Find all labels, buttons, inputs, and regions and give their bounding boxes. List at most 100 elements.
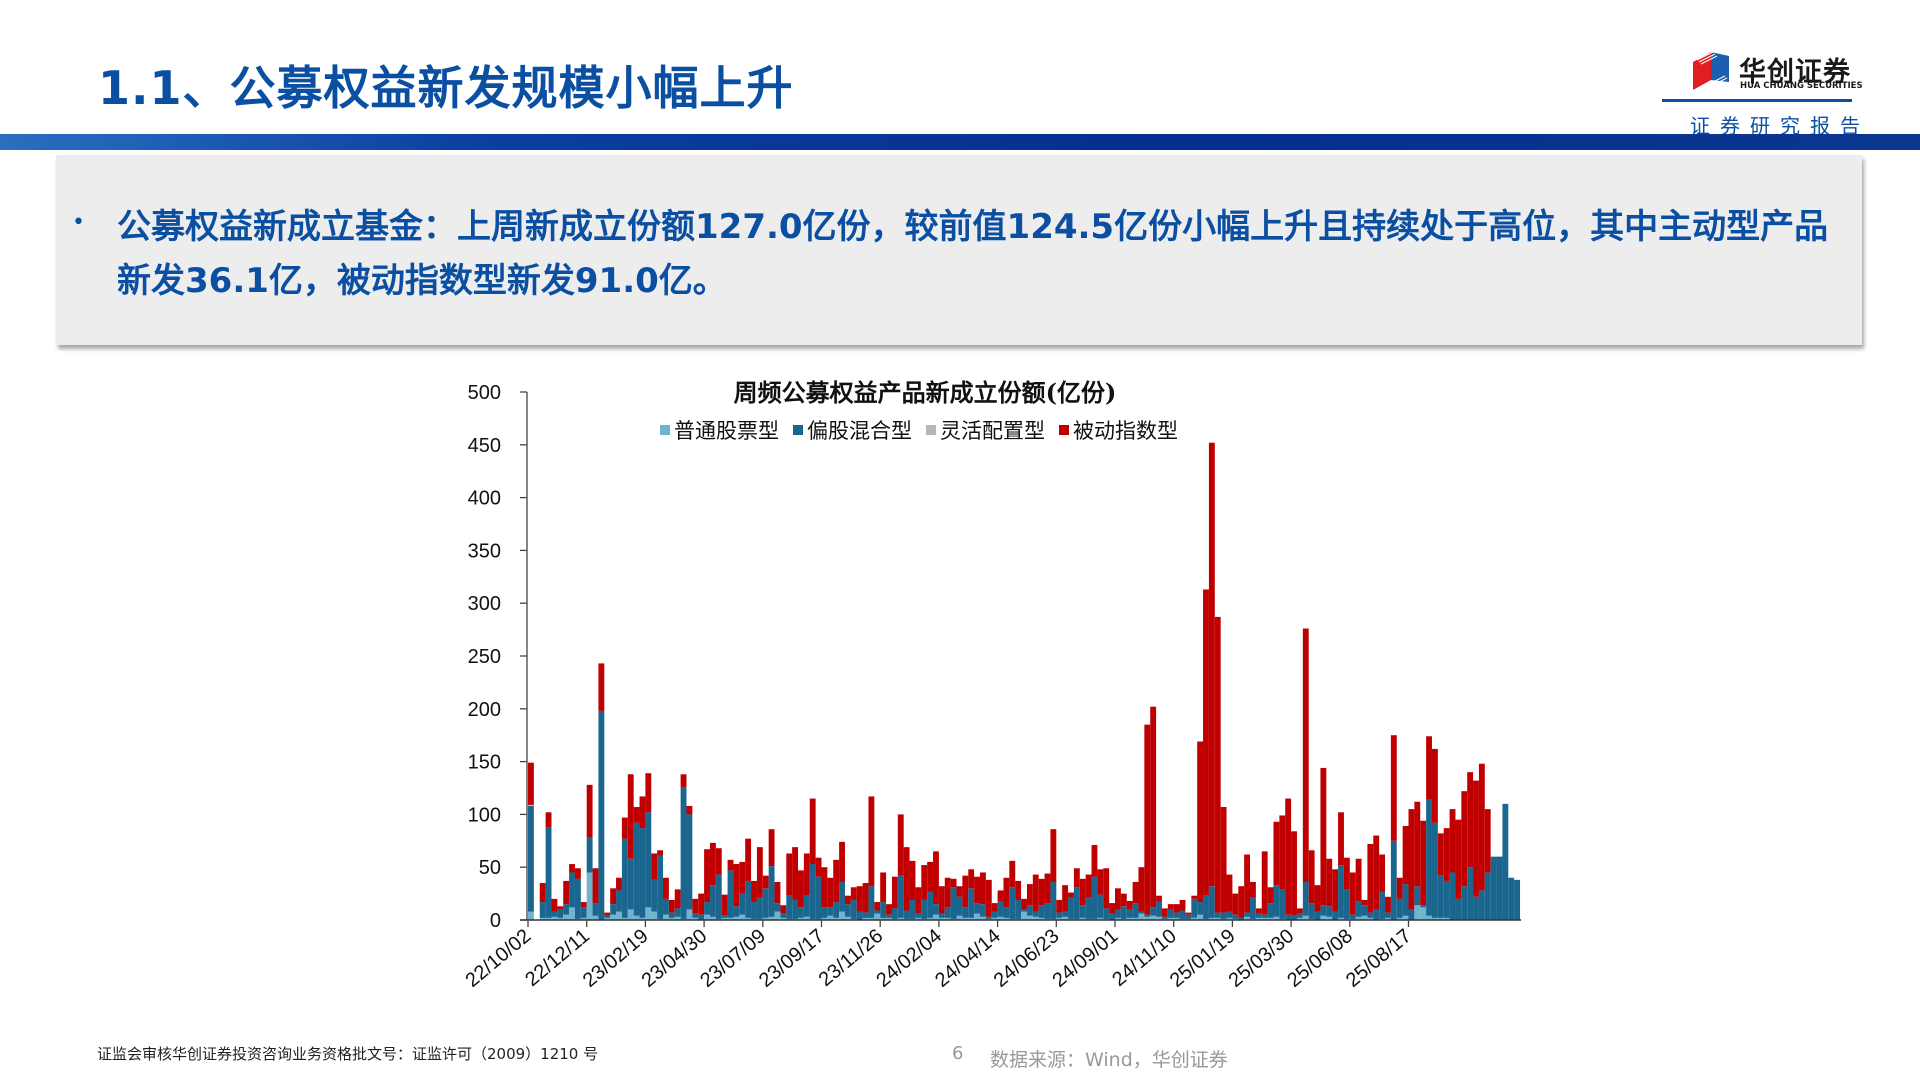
bar-segment <box>739 914 746 920</box>
bar-segment <box>1279 889 1286 919</box>
bar-segment <box>1015 880 1022 900</box>
bar-segment <box>598 710 605 920</box>
bar-segment <box>1161 908 1168 917</box>
bar-segment <box>862 917 869 920</box>
bar-segment <box>768 829 775 867</box>
svg-text:250: 250 <box>468 646 501 668</box>
bar-segment <box>1185 912 1192 915</box>
bar-segment <box>839 881 845 912</box>
bar-segment <box>686 805 693 815</box>
bar-segment <box>1308 850 1315 904</box>
bar-segment <box>1056 912 1063 918</box>
bar-segment <box>1443 917 1450 920</box>
bar-segment <box>1062 916 1069 920</box>
bar-segment <box>1455 898 1462 920</box>
bar-segment <box>557 917 564 920</box>
bar-segment <box>997 916 1004 920</box>
bar-segment <box>1261 914 1268 918</box>
svg-text:25/03/30: 25/03/30 <box>1225 925 1299 992</box>
bar-segment <box>580 902 587 908</box>
bar-segment <box>1226 874 1233 912</box>
bar-segment <box>1185 914 1192 919</box>
bar-segment <box>1490 856 1497 920</box>
bar-segment <box>1484 872 1491 920</box>
bar-segment <box>621 817 628 839</box>
svg-text:24/02/04: 24/02/04 <box>872 925 946 992</box>
bar-segment <box>833 917 840 920</box>
bar-segment <box>1038 878 1045 906</box>
bar-segment <box>1302 628 1309 882</box>
bar-segment <box>1373 909 1380 920</box>
bar-segment <box>663 877 669 899</box>
bar-segment <box>1320 915 1327 920</box>
bar-segment <box>827 907 834 916</box>
bar-segment <box>1208 886 1215 918</box>
bar-segment <box>844 904 851 917</box>
bar-segment <box>1156 900 1162 917</box>
bar-segment <box>1273 821 1280 886</box>
svg-text:150: 150 <box>468 752 501 774</box>
bar-segment <box>1385 912 1391 918</box>
bar-segment <box>627 909 634 920</box>
bar-segment <box>856 911 863 920</box>
bar-segment <box>1038 905 1045 918</box>
bar-segment <box>651 853 658 880</box>
summary-box <box>56 155 1862 345</box>
bar-segment <box>692 913 699 918</box>
bar-segment <box>1250 881 1256 898</box>
bar-segment <box>1314 885 1321 912</box>
bar-segment <box>868 917 875 920</box>
bar-segment <box>1038 917 1045 920</box>
bar-segment <box>1396 898 1403 918</box>
bar-segment <box>774 903 781 912</box>
bar-segment <box>645 907 652 920</box>
bar-segment <box>950 887 957 919</box>
bar-segment <box>698 914 705 920</box>
bar-segment <box>621 838 628 918</box>
bar-segment <box>927 891 934 918</box>
bar-segment <box>974 876 980 904</box>
bar-segment <box>1431 822 1438 918</box>
bar-segment <box>686 909 693 920</box>
bar-segment <box>1502 803 1509 920</box>
bar-segment <box>762 917 769 920</box>
bar-segment <box>1355 916 1362 920</box>
bar-segment <box>1296 908 1303 914</box>
bar-segment <box>1414 886 1421 906</box>
bar-segment <box>1396 877 1403 899</box>
bar-segment <box>539 883 546 903</box>
bar-segment <box>1085 897 1092 919</box>
bar-segment <box>1126 900 1133 910</box>
bar-segment <box>850 887 857 900</box>
bar-segment <box>1203 895 1209 919</box>
legend-item-mixed: 偏股混合型 <box>793 415 912 445</box>
bar-segment <box>956 886 963 897</box>
bar-segment <box>844 916 851 920</box>
logo-cube-icon <box>1693 52 1729 90</box>
svg-text:22/10/02: 22/10/02 <box>461 925 535 992</box>
legend-item-passive: 被动指数型 <box>1059 415 1178 445</box>
bar-segment <box>1232 914 1239 919</box>
bar-segment <box>704 914 710 920</box>
bar-segment <box>874 910 881 914</box>
bar-segment <box>1026 884 1033 906</box>
bar-segment <box>915 887 922 914</box>
bar-segment <box>1367 843 1374 913</box>
bar-segment <box>1332 869 1339 912</box>
bar-segment <box>1431 917 1438 920</box>
bar-segment <box>839 841 845 882</box>
bar-segment <box>1296 917 1303 920</box>
bar-segment <box>1478 890 1485 920</box>
bar-segment <box>1003 877 1010 908</box>
bar-segment <box>1402 826 1409 885</box>
bar-segment <box>616 890 622 912</box>
bar-segment <box>991 911 998 918</box>
bar-segment <box>586 872 593 920</box>
bar-segment <box>756 897 763 919</box>
bar-segment <box>915 913 922 918</box>
bar-segment <box>1420 820 1427 906</box>
bar-segment <box>974 903 980 914</box>
bar-segment <box>551 898 558 912</box>
bar-segment <box>979 872 986 905</box>
bar-segment <box>751 880 757 903</box>
